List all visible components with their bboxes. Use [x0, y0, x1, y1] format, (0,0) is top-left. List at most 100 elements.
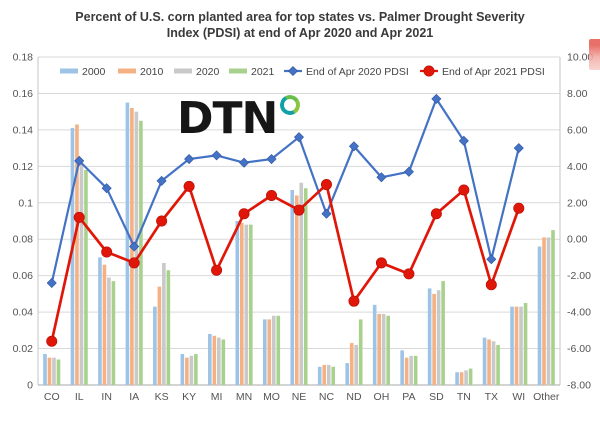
legend-swatch	[174, 68, 192, 74]
dtn-degree-icon	[278, 92, 303, 118]
bar-2000-IN	[98, 257, 102, 385]
diamond-marker	[431, 93, 442, 104]
x-axis-label-TN: TN	[457, 391, 471, 403]
circle-marker	[46, 335, 58, 347]
x-axis-label-CO: CO	[44, 391, 60, 403]
right-axis-tick-label: 8.00	[567, 88, 588, 100]
x-axis-label-MI: MI	[211, 391, 223, 403]
left-axis-tick-label: 0.04	[13, 307, 34, 319]
bar-2010-PA	[404, 357, 409, 385]
circle-marker	[128, 257, 140, 269]
bar-2010-MN	[240, 222, 244, 385]
bar-2000-TN	[455, 372, 459, 385]
bar-2000-Other	[537, 246, 542, 385]
bar-2020-ND	[354, 344, 358, 385]
legend-item-2000: 2000	[60, 66, 106, 78]
bar-2000-MI	[208, 333, 212, 385]
bar-2021-TN	[468, 368, 473, 385]
bar-2021-MO	[276, 315, 281, 385]
left-axis-tick-label: 0.14	[13, 124, 34, 136]
x-axis-label-MO: MO	[263, 391, 280, 403]
diamond-marker	[287, 65, 299, 77]
bar-2000-OH	[372, 304, 377, 385]
bar-2020-MO	[271, 315, 276, 385]
diamond-marker	[376, 172, 387, 183]
bar-2000-SD	[427, 288, 432, 385]
bar-2020-KY	[189, 355, 194, 385]
circle-marker	[211, 264, 223, 276]
x-axis-label-NC: NC	[319, 391, 335, 403]
diamond-marker	[239, 157, 250, 168]
x-axis-label-Other: Other	[533, 391, 560, 403]
bar-2021-KY	[194, 354, 198, 385]
diamond-marker	[321, 208, 332, 219]
bar-2020-TX	[491, 341, 496, 385]
bar-2010-NC	[322, 364, 327, 385]
bar-2021-WI	[523, 303, 528, 385]
legend-item-2010: 2010	[118, 66, 164, 78]
legend-item-2021: 2021	[229, 66, 275, 78]
bar-2020-Other	[546, 237, 551, 385]
right-axis-tick-label: 4.00	[567, 161, 588, 173]
bar-2020-MI	[217, 337, 221, 385]
bar-2000-IA	[125, 102, 130, 386]
right-axis-tick-label: 2.00	[567, 197, 588, 209]
dtn-logo: DTN	[177, 92, 303, 141]
left-axis-tick-label: 0.02	[13, 343, 34, 355]
bar-2010-SD	[432, 293, 436, 385]
legend-swatch	[60, 68, 78, 74]
diamond-marker	[293, 132, 305, 143]
x-axis-label-NE: NE	[292, 391, 307, 403]
bar-2021-PA	[413, 355, 418, 385]
bar-2000-PA	[400, 350, 404, 385]
bar-2010-CO	[47, 357, 52, 385]
bar-2020-PA	[409, 355, 413, 385]
dtn-logo-text: DTN	[177, 93, 278, 144]
bar-2000-NE	[290, 190, 295, 385]
x-axis-label-MN: MN	[236, 391, 252, 403]
chart-title-line2: Index (PDSI) at end of Apr 2020 and Apr …	[166, 26, 434, 41]
bar-2010-OH	[377, 313, 381, 385]
legend-label: 2020	[196, 66, 220, 78]
bar-2021-TX	[496, 344, 500, 385]
chart-title: Percent of U.S. corn planted area for to…	[0, 9, 600, 42]
legend-label: End of Apr 2020 PDSI	[306, 66, 409, 78]
diamond-marker	[101, 183, 112, 194]
left-axis-tick-label: 0.18	[13, 52, 34, 64]
diamond-marker	[513, 143, 524, 154]
bar-2021-IL	[84, 169, 88, 385]
bar-2010-TX	[487, 339, 491, 385]
bar-2020-KS	[162, 262, 166, 385]
diamond-marker	[486, 254, 497, 265]
left-axis-tick-label: 0	[27, 380, 33, 392]
bar-2020-IL	[79, 164, 84, 385]
x-axis-label-KS: KS	[155, 391, 169, 403]
right-axis-tick-label: -6.00	[567, 343, 591, 355]
left-axis-tick-label: 0.16	[13, 88, 34, 100]
x-axis-label-IA: IA	[129, 391, 139, 403]
left-axis-tick-labels: 0 0.02 0.04 0.06 0.08 0.1 0.12 0.14 0.16 0.18	[13, 52, 34, 392]
circle-marker	[238, 208, 250, 220]
right-axis-tick-labels: -8.00 -6.00 -4.00 -2.00 0.00 2.00 4.00 6.00 8.00…	[567, 52, 593, 392]
bar-2021-IN	[111, 281, 116, 385]
bar-2000-KS	[153, 306, 157, 385]
legend-label: End of Apr 2021 PDSI	[442, 66, 545, 78]
bar-2021-MI	[221, 339, 226, 385]
bar-2020-SD	[436, 290, 441, 385]
legend-swatch	[118, 68, 136, 74]
diamond-marker	[348, 141, 359, 152]
bar-2000-NC	[317, 366, 322, 385]
diamond-marker	[266, 154, 277, 165]
right-axis-tick-label: 0.00	[567, 234, 588, 246]
bar-2020-CO	[52, 357, 56, 385]
bar-2000-CO	[43, 354, 47, 385]
bar-2000-KY	[180, 354, 185, 385]
right-axis-tick-label: -8.00	[567, 380, 591, 392]
gridlines	[38, 56, 560, 386]
legend: 2000 2010 2020 2021 End of Apr 2020 PDSI End …	[60, 65, 545, 78]
bar-series-2010	[47, 108, 546, 386]
left-axis-tick-label: 0.06	[13, 270, 34, 282]
circle-marker	[183, 180, 195, 192]
